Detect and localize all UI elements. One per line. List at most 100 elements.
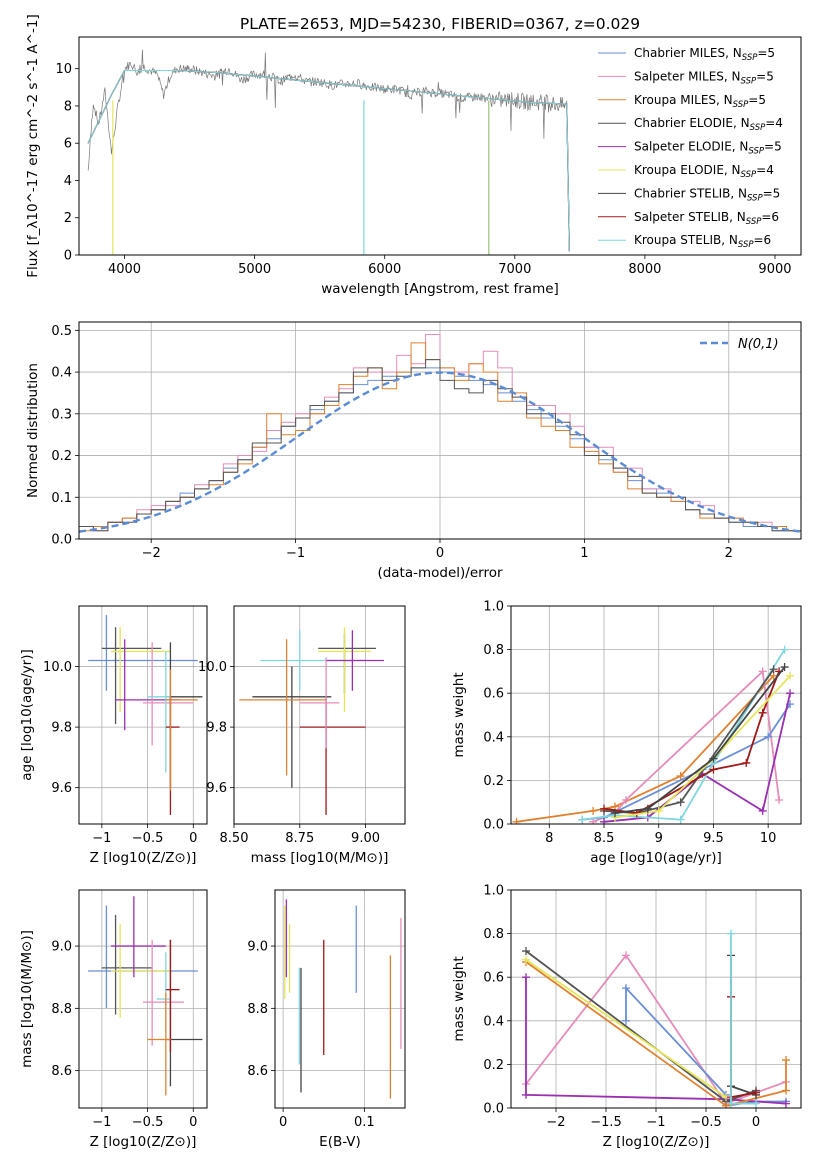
weight-marker bbox=[780, 663, 789, 672]
x-tick-label: 0 bbox=[436, 546, 444, 561]
weight-marker bbox=[600, 804, 609, 813]
plot-area bbox=[88, 896, 203, 1096]
weight-marker bbox=[522, 973, 530, 982]
legend-label: Chabrier STELIB, NSSP=5 bbox=[634, 186, 780, 203]
weight-marker bbox=[709, 754, 718, 763]
x-tick-label: −2 bbox=[142, 546, 161, 561]
x-tick-label: 6000 bbox=[368, 262, 401, 277]
axes: 0 0.1 8.6 8.8 9.0 bbox=[247, 940, 374, 1130]
x-axis-label: (data-model)/error bbox=[377, 565, 503, 581]
x-tick-label: 4000 bbox=[108, 262, 141, 277]
weight-marker bbox=[610, 809, 619, 818]
legend-subscript: SSP bbox=[741, 170, 757, 180]
weight-marker bbox=[676, 798, 685, 807]
weight-marker bbox=[722, 1101, 730, 1108]
axes-frame bbox=[510, 605, 802, 825]
legend-label: Chabrier MILES, NSSP=5 bbox=[634, 46, 775, 63]
plot-area bbox=[87, 49, 570, 255]
y-axis-label: Normed distribution bbox=[25, 363, 41, 498]
panel-age-vs-mass: 8.50 8.75 9.00 9.6 9.8 10.0 mass [log10(M/M⊙)] bbox=[198, 605, 406, 866]
panel-weight-vs-age: 8 8.5 9 9.5 10 0.0 0.2 0.4 0.6 0.8 1.0 age [log10(a… bbox=[451, 600, 802, 866]
weight-marker bbox=[775, 796, 784, 805]
figure-title: PLATE=2653, MJD=54230, FIBERID=0367, z=0… bbox=[240, 15, 640, 33]
weight-marker bbox=[782, 1056, 790, 1065]
weight-line bbox=[603, 671, 780, 815]
legend-value: =4 bbox=[756, 163, 774, 177]
x-tick-label: 0 bbox=[279, 1115, 287, 1130]
weight-marker bbox=[786, 671, 795, 680]
plot-area bbox=[512, 645, 795, 824]
x-axis-label: wavelength [Angstrom, rest frame] bbox=[321, 281, 559, 297]
panel-mass-vs-Z: −1 −0.5 0 8.6 8.8 9.0 Z [log10(Z/Z⊙)] mass [log… bbox=[19, 889, 208, 1150]
x-tick-label: 0 bbox=[752, 1115, 760, 1130]
axes: −1 −0.5 0 9.6 9.8 10.0 bbox=[43, 660, 197, 846]
weight-marker bbox=[622, 951, 630, 960]
legend-label: Salpeter ELODIE, NSSP=5 bbox=[634, 140, 782, 157]
x-tick-label: 8.50 bbox=[220, 831, 249, 846]
x-tick-label: −0.5 bbox=[132, 831, 164, 846]
weight-marker bbox=[622, 1016, 630, 1025]
y-axis-label: mass weight bbox=[451, 956, 467, 1041]
axes: 8 8.5 9 9.5 10 0.0 0.2 0.4 0.6 0.8 1.0 bbox=[483, 600, 776, 847]
legend-value: =6 bbox=[761, 210, 779, 224]
y-tick-label: 0.6 bbox=[483, 971, 504, 986]
y-tick-label: 8.6 bbox=[247, 1064, 268, 1079]
gaussian-curve bbox=[79, 371, 801, 533]
y-axis-label: Flux [f_λ10^-17 erg cm^-2 s^-1 A^-1] bbox=[25, 14, 41, 277]
legend-label: Kroupa ELODIE, NSSP=4 bbox=[634, 163, 774, 180]
y-tick-label: 2 bbox=[64, 211, 72, 226]
y-tick-label: 1.0 bbox=[483, 600, 504, 615]
axes-frame bbox=[78, 605, 208, 825]
y-tick-label: 10.0 bbox=[43, 660, 72, 675]
weight-line bbox=[730, 955, 757, 1096]
y-tick-label: 0.4 bbox=[483, 730, 504, 745]
axes-frame bbox=[78, 321, 802, 540]
x-tick-label: 0 bbox=[189, 1115, 197, 1130]
y-tick-label: 0.0 bbox=[483, 1102, 504, 1117]
panel-residuals: −2 −1 0 1 2 0.0 0.1 0.2 0.3 0.4 0.5 (data-model)/er… bbox=[25, 321, 802, 581]
weight-marker bbox=[654, 806, 663, 815]
weight-marker bbox=[782, 1086, 790, 1095]
x-tick-label: 0.1 bbox=[354, 1115, 375, 1130]
weight-marker bbox=[742, 758, 751, 767]
spectrum-model-line bbox=[87, 69, 570, 252]
weight-marker bbox=[522, 955, 530, 964]
legend-label: Salpeter MILES, NSSP=5 bbox=[634, 69, 774, 86]
axes-frame bbox=[78, 36, 802, 256]
legend-label: Kroupa STELIB, NSSP=6 bbox=[634, 233, 771, 250]
x-tick-label: 8 bbox=[545, 831, 553, 846]
plot-area bbox=[284, 899, 402, 1099]
weight-line bbox=[581, 649, 786, 821]
weight-marker bbox=[752, 1099, 760, 1108]
histogram-step bbox=[79, 359, 801, 539]
weight-marker bbox=[600, 817, 609, 824]
weight-marker bbox=[522, 947, 530, 956]
weight-marker bbox=[769, 665, 778, 674]
y-tick-label: 6 bbox=[64, 137, 72, 152]
weight-marker bbox=[727, 929, 735, 938]
legend-label: Kroupa MILES, NSSP=5 bbox=[634, 93, 766, 110]
x-tick-label: 8.5 bbox=[594, 831, 615, 846]
y-tick-label: 0 bbox=[64, 249, 72, 264]
weight-line bbox=[525, 959, 727, 1098]
y-tick-label: 9.0 bbox=[247, 940, 268, 955]
x-tick-label: 7000 bbox=[498, 262, 531, 277]
weight-line bbox=[730, 933, 756, 1105]
x-tick-label: −0.5 bbox=[132, 1115, 164, 1130]
legend-subscript: SSP bbox=[750, 123, 766, 133]
x-axis-label: Z [log10(Z/Z⊙)] bbox=[90, 850, 197, 866]
weight-marker bbox=[643, 804, 652, 813]
y-tick-label: 0.1 bbox=[51, 491, 72, 506]
y-tick-label: 0.8 bbox=[483, 643, 504, 658]
x-tick-label: −1 bbox=[92, 831, 111, 846]
axes-frame bbox=[274, 889, 406, 1109]
x-tick-label: −1 bbox=[286, 546, 305, 561]
y-tick-label: 0.4 bbox=[483, 1014, 504, 1029]
axes-frame bbox=[510, 889, 802, 1109]
plot-area bbox=[239, 627, 384, 815]
weight-line bbox=[730, 996, 757, 1099]
weight-line bbox=[525, 950, 757, 1103]
weight-line bbox=[614, 675, 791, 819]
weight-marker bbox=[758, 667, 767, 676]
x-tick-label: 9 bbox=[655, 831, 663, 846]
